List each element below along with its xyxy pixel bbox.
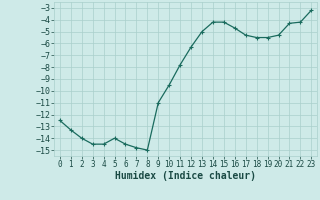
X-axis label: Humidex (Indice chaleur): Humidex (Indice chaleur)	[115, 171, 256, 181]
